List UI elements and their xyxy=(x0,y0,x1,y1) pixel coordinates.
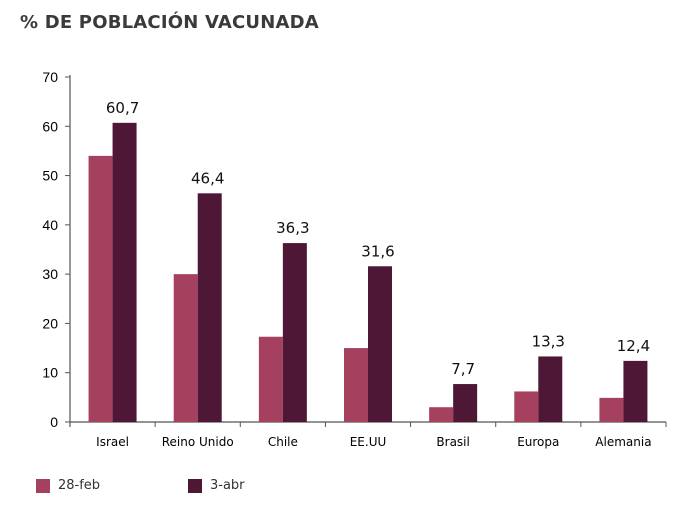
x-tick-label: Israel xyxy=(96,435,129,449)
x-tick-label: Brasil xyxy=(436,435,469,449)
legend-item-3abr: 3-abr xyxy=(188,478,245,493)
chart-title: % DE POBLACIÓN VACUNADA xyxy=(20,12,319,33)
data-label: 60,7 xyxy=(106,99,139,117)
bar-28feb xyxy=(258,336,283,422)
x-tick-label: Europa xyxy=(517,435,559,449)
bar-3abr xyxy=(197,193,222,422)
data-label: 12,4 xyxy=(617,337,650,355)
x-tick-label: Reino Unido xyxy=(162,435,234,449)
bar-3abr xyxy=(538,356,563,422)
x-tick-label: Chile xyxy=(268,435,298,449)
y-tick-label: 60 xyxy=(42,118,58,134)
bar-28feb xyxy=(88,155,113,422)
data-label: 36,3 xyxy=(276,219,309,237)
legend-label-28feb: 28-feb xyxy=(58,478,101,493)
y-tick-label: 30 xyxy=(42,266,58,282)
bar-28feb xyxy=(514,391,539,422)
bar-3abr xyxy=(623,360,648,422)
bar-3abr xyxy=(368,266,392,422)
y-tick-label: 20 xyxy=(42,315,58,331)
y-tick-label: 10 xyxy=(42,365,58,381)
data-label: 31,6 xyxy=(361,242,394,260)
bar-3abr xyxy=(112,122,137,422)
y-tick-label: 0 xyxy=(50,414,58,430)
bar-3abr xyxy=(453,384,478,422)
y-tick-label: 50 xyxy=(42,168,58,184)
bar-28feb xyxy=(429,407,454,422)
data-label: 46,4 xyxy=(191,169,224,187)
bar-28feb xyxy=(344,348,368,422)
legend-item-28feb: 28-feb xyxy=(36,478,100,493)
y-tick-label: 40 xyxy=(42,217,58,233)
data-label: 7,7 xyxy=(451,360,475,378)
x-tick-label: Alemania xyxy=(595,435,651,449)
y-tick-label: 70 xyxy=(42,69,58,85)
bar-28feb xyxy=(599,397,624,422)
bar-28feb xyxy=(173,274,198,422)
data-label: 13,3 xyxy=(532,332,565,350)
legend-swatch-28feb xyxy=(36,478,50,493)
legend-swatch-3abr xyxy=(188,478,202,493)
legend-label-3abr: 3-abr xyxy=(210,478,245,493)
x-tick-label: EE.UU xyxy=(350,435,387,449)
bar-3abr xyxy=(282,243,307,422)
